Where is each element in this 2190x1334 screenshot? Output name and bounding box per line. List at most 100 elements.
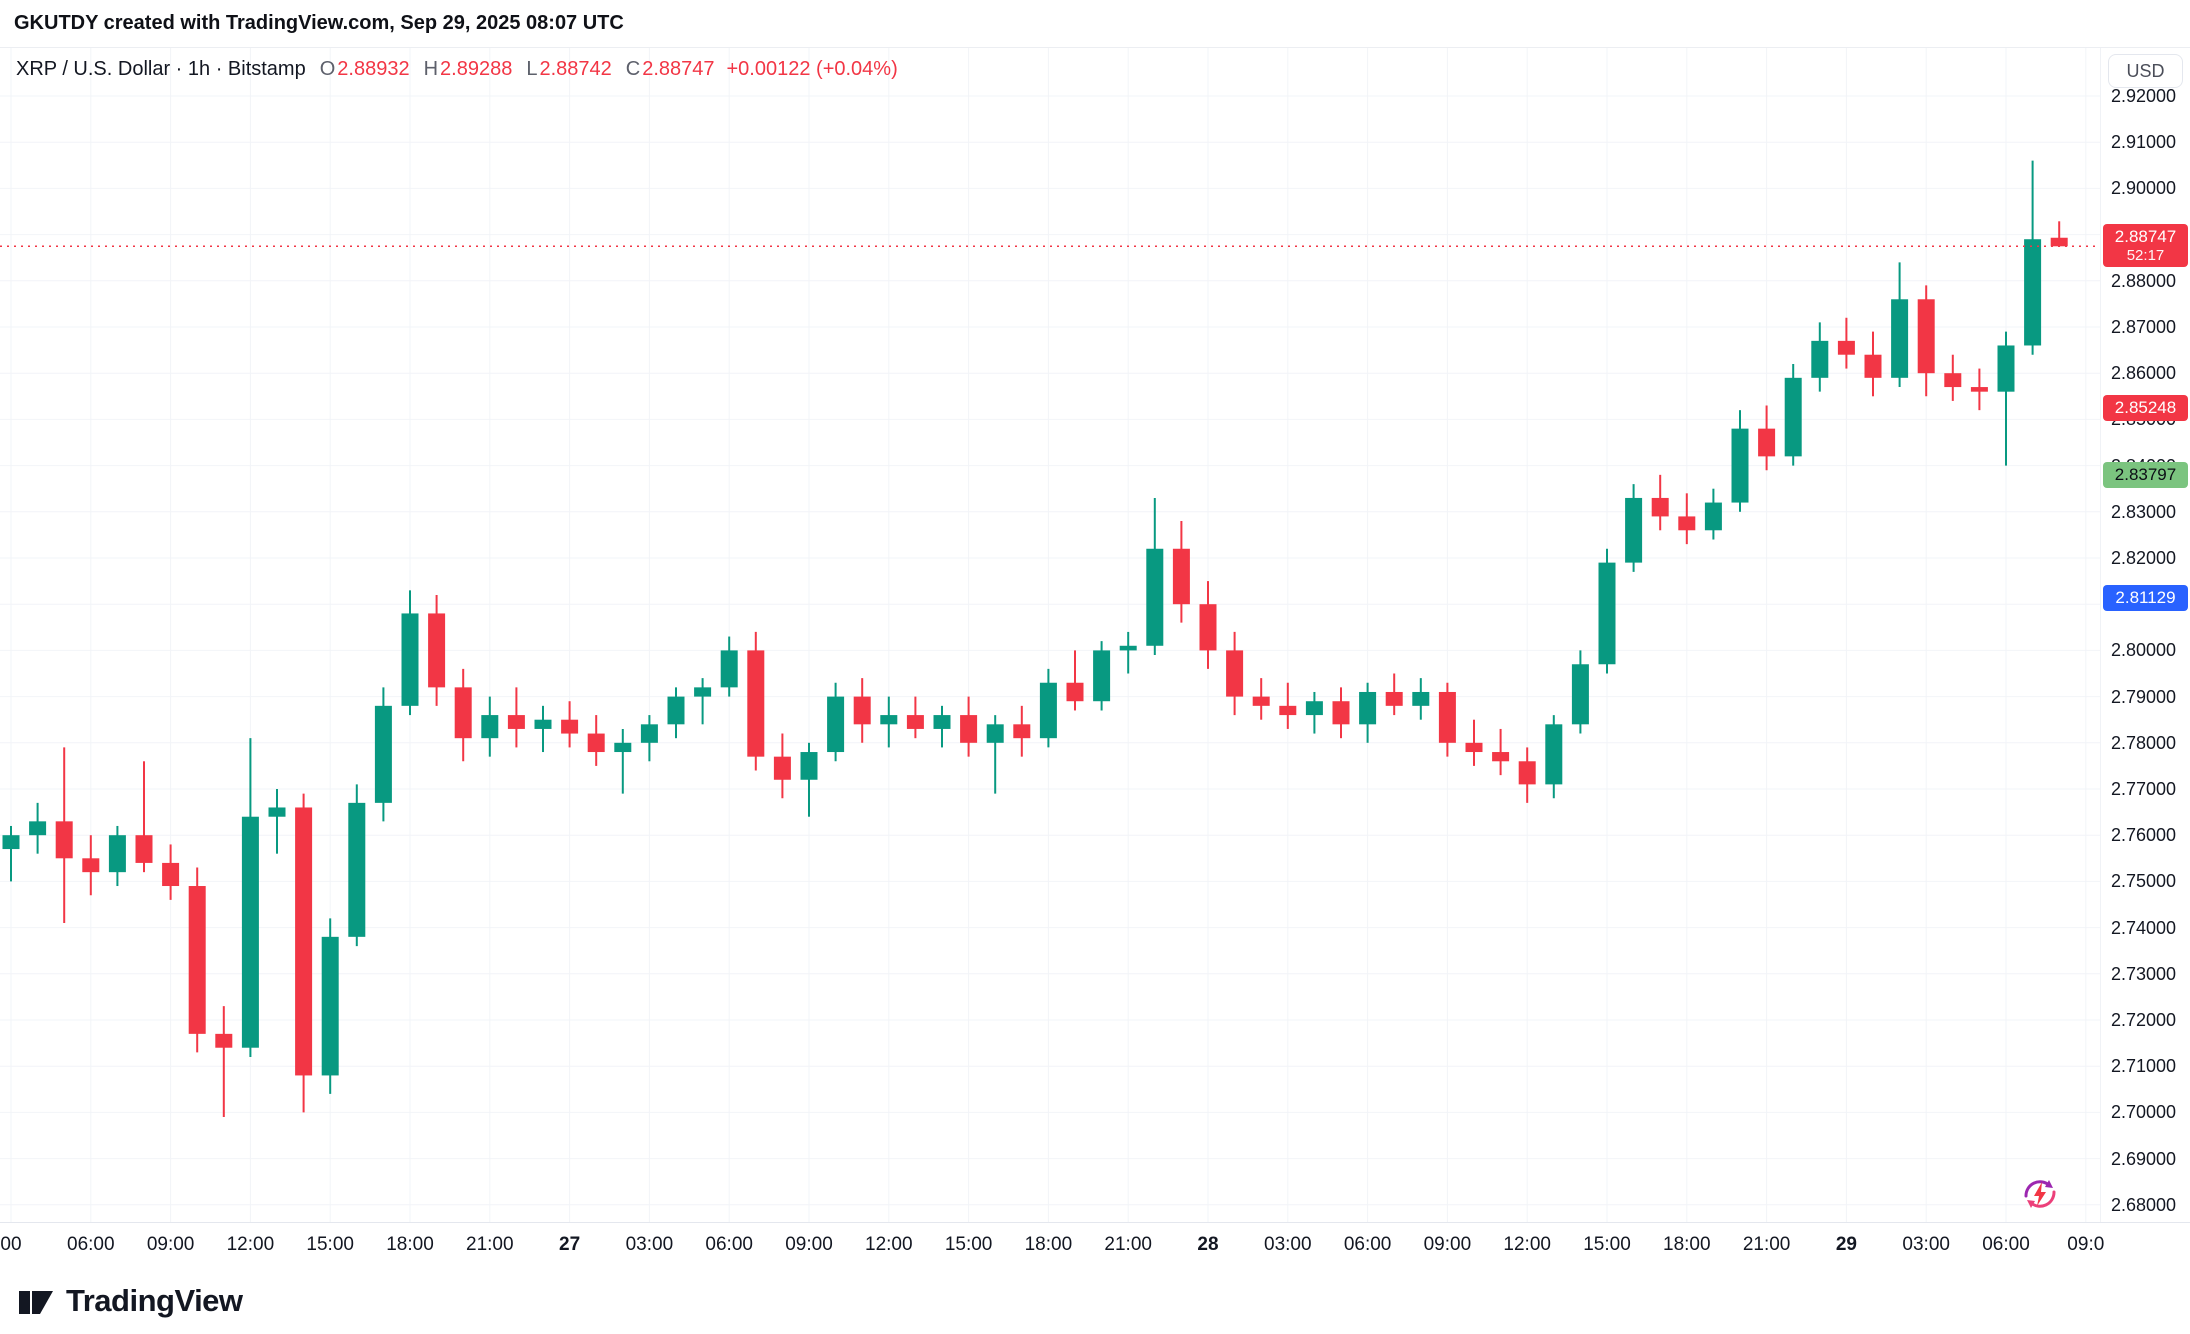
candle-body (29, 821, 47, 836)
candle-body (2, 835, 20, 850)
candle-body (55, 821, 73, 859)
boost-icon[interactable] (2018, 1172, 2062, 1216)
candle-body (1598, 562, 1616, 665)
y-tick-label: 2.75000 (2111, 871, 2177, 892)
candle-body (587, 733, 605, 753)
time-tick-label: 21:00 (466, 1234, 514, 1255)
candle-body (933, 715, 951, 729)
candle-body (1172, 548, 1190, 605)
time-tick-label: 09:0 (2067, 1234, 2105, 1255)
time-tick-label: 03:00 (1264, 1234, 1312, 1255)
candle-body (2050, 237, 2068, 247)
time-tick-label: 15:00 (944, 1234, 993, 1255)
candle-body (1784, 377, 1802, 457)
time-tick-label: 15:00 (1583, 1234, 1631, 1255)
y-tick-label: 2.71000 (2111, 1056, 2177, 1077)
y-tick-label: 2.72000 (2111, 1010, 2177, 1030)
y-tick-label: 2.88000 (2111, 270, 2177, 291)
candle-body (1438, 691, 1456, 743)
candle-body (188, 886, 206, 1034)
candle-body (454, 687, 472, 739)
time-tick-label: 12:00 (226, 1234, 275, 1255)
candle-body (1704, 502, 1722, 531)
ohlc-low: L 2.88742 (526, 58, 612, 80)
candle-body (880, 715, 898, 725)
candle-body (1545, 724, 1563, 785)
candle-body (321, 936, 339, 1076)
candle-body (1039, 682, 1057, 739)
candle-body (1359, 691, 1377, 725)
candle-body (428, 613, 446, 688)
candle-body (640, 724, 658, 743)
candle-body (853, 696, 871, 725)
candle-body (906, 715, 924, 729)
time-tick-label: 28 (1197, 1234, 1219, 1255)
candle-body (773, 756, 791, 780)
candle-body (1492, 752, 1510, 762)
candle-body (827, 696, 845, 753)
footer-bar: TradingView (0, 1268, 2190, 1334)
candle-body (1013, 724, 1031, 739)
candle-body (135, 835, 153, 863)
candle-body (1279, 705, 1297, 716)
candles-layer (2, 160, 2068, 1118)
y-tick-label: 2.68000 (2111, 1194, 2177, 1215)
candle-body (1571, 664, 1589, 725)
bar-countdown: 52:17 (2126, 247, 2165, 265)
candle-body (1837, 340, 1855, 355)
y-tick-label: 2.86000 (2111, 363, 2177, 384)
y-tick-label: 2.90000 (2111, 178, 2177, 199)
candle-body (1678, 516, 1696, 531)
candle-body (1651, 497, 1669, 517)
candle-body (2024, 239, 2042, 346)
time-tick-label: 06:00 (1343, 1234, 1392, 1255)
y-tick-label: 2.87000 (2111, 317, 2177, 337)
candle-body (1625, 497, 1643, 563)
tradingview-wordmark[interactable]: TradingView (66, 1283, 243, 1318)
value-price-label: 2.81129 (2103, 585, 2188, 612)
candle-body (1412, 691, 1430, 706)
candle-body (1252, 696, 1270, 706)
time-axis[interactable]: 00 06:00 09:00 12:00 15:00 18:00 21:00 27 03:00 0… (0, 1222, 2190, 1269)
time-tick-label: 15:00 (306, 1234, 354, 1255)
candle-body (348, 802, 366, 937)
time-tick-label: 09:00 (785, 1234, 833, 1255)
y-tick-label: 2.78000 (2111, 732, 2177, 753)
y-tick-label: 2.77000 (2111, 779, 2177, 799)
ohlc-close: C 2.88747 (625, 58, 715, 80)
bid-price-label: 2.83797 (2103, 461, 2188, 488)
time-tick-label: 09:00 (146, 1234, 195, 1255)
symbol-legend: XRP / U.S. Dollar · 1h · Bitstamp O 2.889… (16, 58, 898, 81)
candle-body (215, 1033, 233, 1048)
y-tick-label: 2.73000 (2111, 963, 2177, 984)
tradingview-logo-icon[interactable] (16, 1281, 56, 1322)
candle-body (268, 807, 286, 817)
candle-body (162, 862, 180, 887)
candle-body (1864, 354, 1882, 378)
currency-label[interactable]: USD (2108, 54, 2183, 88)
time-tick-label: 12:00 (865, 1234, 913, 1255)
candle-body (694, 687, 712, 697)
candle-body (108, 835, 126, 873)
y-tick-label: 2.83000 (2111, 501, 2177, 522)
chart-plot[interactable]: XRP / U.S. Dollar · 1h · Bitstamp O 2.889… (0, 48, 2100, 1222)
candle-body (481, 715, 499, 739)
candle-body (747, 650, 765, 757)
time-tick-label: 06:00 (67, 1234, 115, 1255)
y-tick-label: 2.92000 (2111, 86, 2177, 106)
time-tick-label: 18:00 (1663, 1234, 1711, 1255)
time-tick-label: 00 (0, 1234, 22, 1255)
time-tick-label: 29 (1835, 1234, 1857, 1255)
time-tick-label: 18:00 (1024, 1234, 1073, 1255)
candle-body (1305, 701, 1323, 716)
price-axis[interactable]: USD 2.68000 2.69000 2.70000 2.71000 2.72000 2… (2100, 48, 2190, 1222)
y-tick-label: 2.69000 (2111, 1148, 2177, 1169)
candlestick-canvas[interactable] (0, 48, 2100, 1222)
candle-body (1731, 428, 1749, 503)
candle-body (1226, 650, 1244, 697)
candle-body (614, 742, 632, 753)
candle-body (1066, 682, 1084, 702)
alert-price-label: 2.85248 (2103, 394, 2188, 421)
candle-body (374, 705, 392, 803)
symbol-title[interactable]: XRP / U.S. Dollar · 1h · Bitstamp (16, 58, 306, 80)
